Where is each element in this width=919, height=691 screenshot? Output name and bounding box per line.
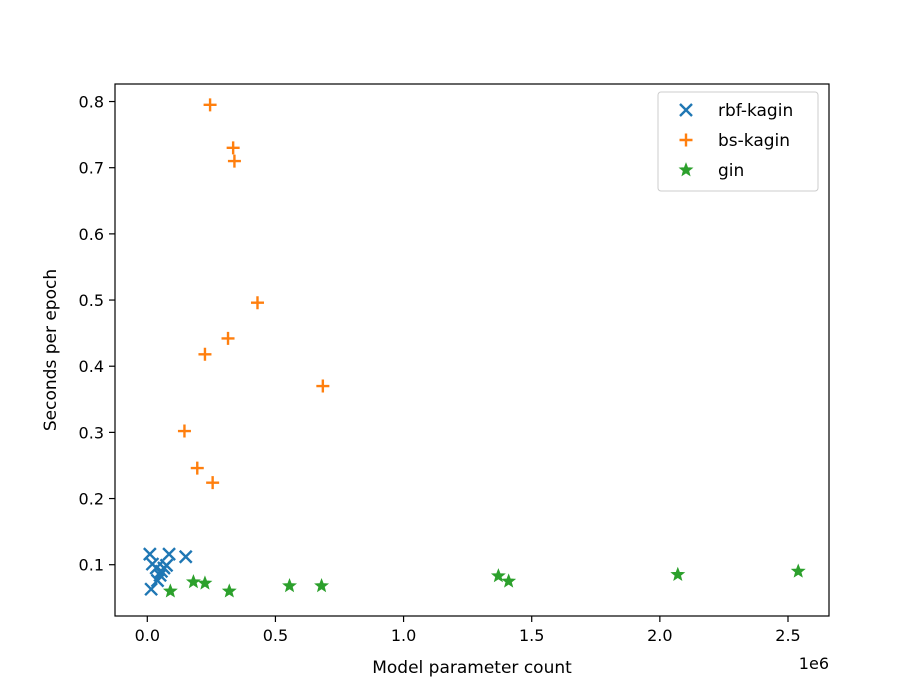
data-point-rbf-kagin	[159, 558, 174, 573]
data-point-gin	[314, 578, 330, 593]
legend-entry-bs-kagin: bs-kagin	[679, 131, 790, 151]
data-point-gin	[670, 566, 686, 581]
y-tick-label: 0.2	[79, 490, 104, 509]
x-tick-label: 0.5	[263, 626, 288, 645]
data-point-rbf-kagin	[144, 582, 158, 597]
data-point-bs-kagin	[206, 476, 220, 490]
x-axis-title: Model parameter count	[372, 658, 572, 678]
data-point-bs-kagin	[250, 296, 264, 310]
legend-entry-gin: gin	[678, 161, 744, 181]
plot-frame	[114, 83, 830, 617]
y-tick-label: 0.7	[79, 159, 104, 178]
legend-marker-gin	[678, 162, 694, 177]
legend-label: bs-kagin	[718, 131, 790, 151]
data-point-rbf-kagin	[143, 547, 157, 561]
y-tick-label: 0.8	[79, 93, 104, 112]
legend-marker-rbf-kagin	[679, 103, 693, 117]
y-axis-ticks: 0.1 0.2 0.3 0.4 0.5 0.6 0.7 0.8	[79, 93, 115, 575]
x-tick-label: 2.0	[647, 626, 672, 645]
data-points-layer	[143, 98, 806, 598]
data-point-bs-kagin	[203, 98, 217, 112]
data-point-gin	[501, 573, 517, 588]
data-point-gin	[197, 575, 213, 590]
data-point-rbf-kagin	[178, 549, 193, 564]
series-rbf-kagin	[143, 547, 193, 597]
data-point-bs-kagin	[198, 347, 212, 361]
legend-box	[657, 91, 819, 192]
y-tick-label: 0.5	[79, 291, 104, 310]
data-point-gin	[185, 574, 201, 589]
series-bs-kagin	[177, 98, 330, 490]
data-point-bs-kagin	[177, 424, 191, 438]
data-point-gin	[282, 578, 297, 593]
data-point-bs-kagin	[316, 379, 330, 393]
series-gin	[162, 563, 806, 598]
data-point-bs-kagin	[226, 141, 240, 155]
y-axis-title: Seconds per epoch	[41, 269, 61, 431]
legend-label: gin	[718, 161, 744, 181]
x-tick-label: 1.0	[391, 626, 416, 645]
data-point-gin	[162, 583, 178, 598]
data-point-gin	[490, 568, 506, 583]
data-point-rbf-kagin	[162, 547, 176, 561]
data-point-gin	[221, 583, 237, 598]
y-tick-label: 0.4	[79, 357, 104, 376]
x-tick-label: 2.5	[775, 626, 800, 645]
x-axis-offset-label: 1e6	[799, 654, 829, 673]
legend-marker-bs-kagin	[679, 133, 693, 147]
data-point-bs-kagin	[190, 461, 204, 475]
data-point-bs-kagin	[227, 154, 241, 168]
y-tick-label: 0.6	[79, 225, 104, 244]
data-point-bs-kagin	[221, 331, 235, 345]
data-point-rbf-kagin	[153, 568, 167, 583]
legend: rbf-kagin bs-kagin gin	[657, 91, 819, 192]
x-tick-label: 1.5	[519, 626, 544, 645]
y-tick-label: 0.1	[79, 556, 104, 575]
data-point-gin	[790, 563, 806, 578]
x-axis-ticks: 0.0 0.5 1.0 1.5 2.0 2.5	[135, 616, 801, 645]
legend-entry-rbf-kagin: rbf-kagin	[679, 101, 793, 121]
legend-label: rbf-kagin	[718, 101, 793, 121]
x-tick-label: 0.0	[135, 626, 160, 645]
y-tick-label: 0.3	[79, 423, 104, 442]
